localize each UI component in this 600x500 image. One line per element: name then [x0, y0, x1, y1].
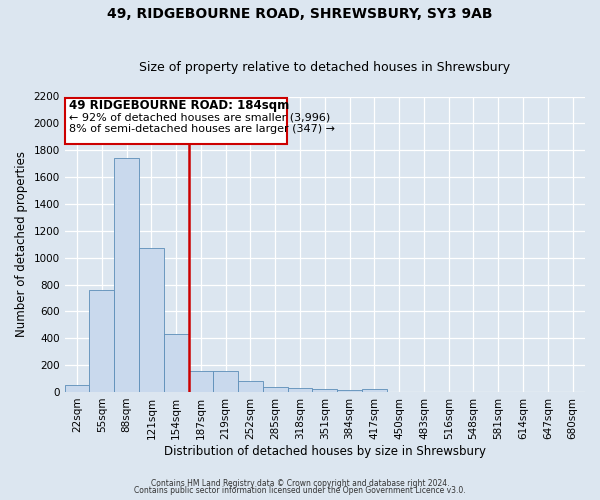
Bar — [238, 381, 263, 392]
Bar — [362, 390, 387, 392]
Bar — [89, 290, 114, 392]
Text: Contains HM Land Registry data © Crown copyright and database right 2024.: Contains HM Land Registry data © Crown c… — [151, 478, 449, 488]
Bar — [164, 334, 188, 392]
Bar — [65, 384, 89, 392]
X-axis label: Distribution of detached houses by size in Shrewsbury: Distribution of detached houses by size … — [164, 444, 486, 458]
Bar — [114, 158, 139, 392]
Y-axis label: Number of detached properties: Number of detached properties — [15, 151, 28, 337]
Bar — [287, 388, 313, 392]
FancyBboxPatch shape — [65, 98, 287, 144]
Text: 49, RIDGEBOURNE ROAD, SHREWSBURY, SY3 9AB: 49, RIDGEBOURNE ROAD, SHREWSBURY, SY3 9A… — [107, 8, 493, 22]
Bar — [313, 388, 337, 392]
Title: Size of property relative to detached houses in Shrewsbury: Size of property relative to detached ho… — [139, 62, 511, 74]
Text: 8% of semi-detached houses are larger (347) →: 8% of semi-detached houses are larger (3… — [69, 124, 335, 134]
Text: 49 RIDGEBOURNE ROAD: 184sqm: 49 RIDGEBOURNE ROAD: 184sqm — [69, 98, 289, 112]
Bar — [263, 386, 287, 392]
Text: ← 92% of detached houses are smaller (3,996): ← 92% of detached houses are smaller (3,… — [69, 112, 330, 122]
Bar — [337, 390, 362, 392]
Text: Contains public sector information licensed under the Open Government Licence v3: Contains public sector information licen… — [134, 486, 466, 495]
Bar — [139, 248, 164, 392]
Bar — [214, 371, 238, 392]
Bar — [188, 371, 214, 392]
